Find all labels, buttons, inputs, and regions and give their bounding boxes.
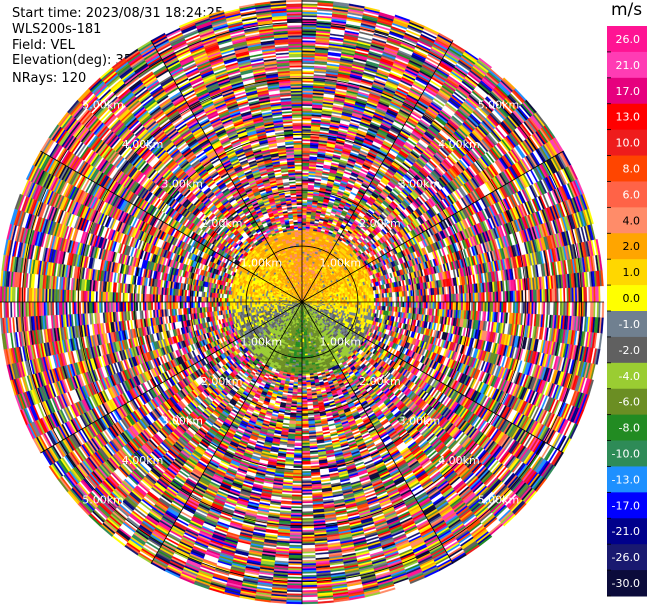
velocity-gate: [301, 229, 306, 232]
velocity-gate: [301, 211, 307, 214]
velocity-gate: [301, 248, 305, 251]
velocity-gate: [301, 202, 308, 205]
velocity-gate: [301, 209, 307, 212]
velocity-gate: [301, 206, 308, 209]
field-label: Field: VEL: [12, 38, 75, 53]
velocity-gate: [301, 212, 307, 216]
instrument-label: WLS200s-181: [12, 22, 101, 37]
velocity-gate: [301, 217, 307, 221]
start-time-label: Start time: 2023/08/31 18:24:25: [12, 6, 223, 21]
velocity-gate: [301, 216, 307, 219]
velocity-gate: [301, 233, 306, 236]
velocity-gate: [301, 238, 306, 241]
velocity-gate: [301, 222, 307, 226]
velocity-gate: [301, 234, 306, 237]
velocity-gate: [301, 197, 308, 200]
velocity-gate: [301, 236, 306, 239]
velocity-gate: [301, 204, 308, 207]
velocity-gate: [301, 228, 307, 231]
velocity-gate: [301, 224, 307, 227]
velocity-gate: [301, 219, 307, 222]
velocity-gate: [301, 231, 306, 234]
velocity-gate: [301, 199, 308, 202]
velocity-gate: [301, 246, 306, 249]
velocity-gate: [301, 243, 306, 246]
velocity-gate: [301, 207, 308, 211]
velocity-gate: [301, 0, 318, 3]
nrays-label: NRays: 120: [12, 71, 86, 86]
velocity-gate: [301, 221, 307, 224]
velocity-gate: [301, 226, 307, 229]
velocity-gate: [301, 241, 306, 244]
velocity-gate: [301, 201, 308, 204]
velocity-gate: [301, 249, 305, 252]
velocity-gate: [301, 214, 307, 217]
velocity-gate: [301, 196, 308, 199]
velocity-gate: [301, 239, 306, 242]
